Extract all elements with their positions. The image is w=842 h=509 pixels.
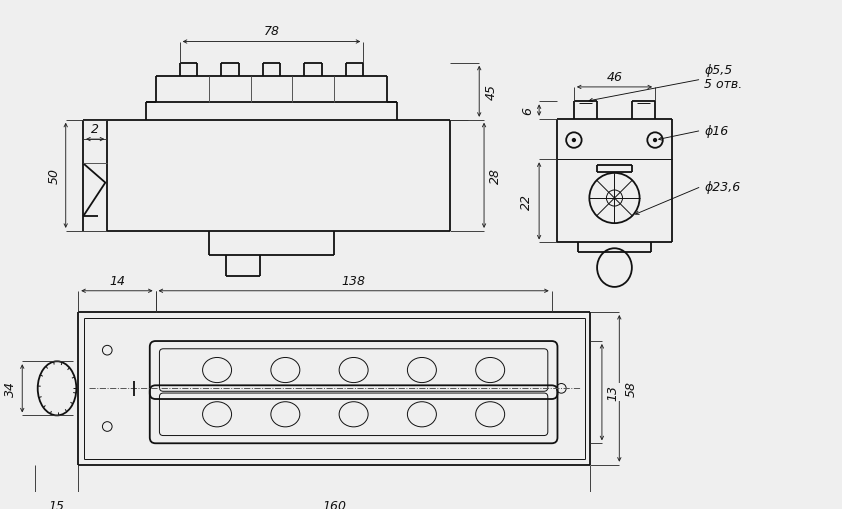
Text: 5 отв.: 5 отв.	[704, 77, 743, 91]
Text: ϕ16: ϕ16	[704, 125, 728, 137]
Circle shape	[653, 139, 657, 142]
Text: 14: 14	[109, 274, 125, 287]
Text: 45: 45	[484, 84, 498, 100]
Text: 15: 15	[49, 499, 65, 509]
Text: 160: 160	[322, 499, 346, 509]
Text: 138: 138	[342, 274, 365, 287]
Text: ϕ23,6: ϕ23,6	[704, 181, 741, 193]
Text: 13: 13	[606, 384, 619, 401]
Text: 2: 2	[91, 123, 99, 136]
Text: 58: 58	[625, 381, 637, 397]
Text: ϕ5,5: ϕ5,5	[704, 64, 733, 77]
Text: 34: 34	[4, 381, 17, 397]
Text: 28: 28	[489, 168, 502, 184]
Text: 6: 6	[521, 107, 534, 115]
Circle shape	[573, 139, 575, 142]
Text: 46: 46	[606, 71, 622, 83]
Text: 22: 22	[520, 193, 533, 210]
Text: 50: 50	[48, 168, 61, 184]
Text: 78: 78	[264, 25, 280, 38]
